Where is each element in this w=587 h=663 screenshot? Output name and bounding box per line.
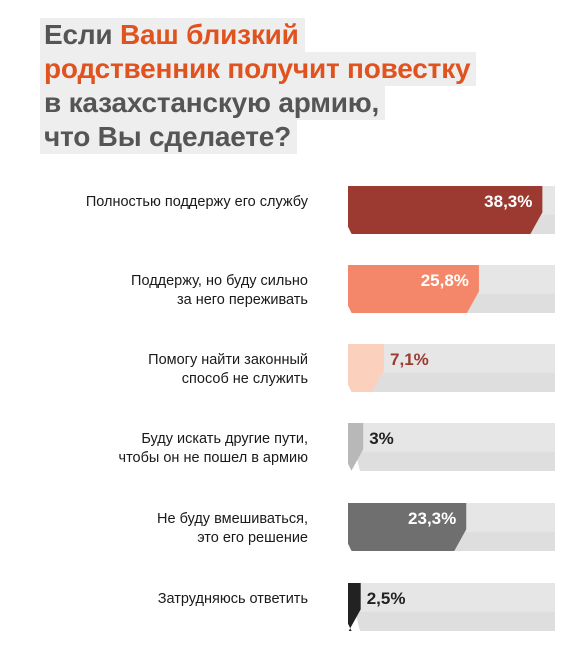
bar-row: 3% Буду искать другие пути, чтобы он не по… bbox=[119, 423, 555, 471]
bar-row: 25,8% Поддержу, но буду сильно за него пер… bbox=[131, 265, 555, 313]
title-line-1: Если Ваш близкий bbox=[40, 18, 305, 52]
bar-row: 23,3% Не буду вмешиваться, это его решение bbox=[157, 503, 555, 551]
bar-track bbox=[348, 423, 555, 471]
bar bbox=[348, 583, 361, 631]
category-label: чтобы он не пошел в армию bbox=[119, 450, 309, 466]
bar bbox=[348, 265, 479, 313]
category-label: Помогу найти законный bbox=[148, 352, 308, 368]
bar-track-shadow bbox=[355, 372, 555, 392]
bar-track-shadow bbox=[355, 611, 555, 631]
title-text-accent-2: родственник получит повестку bbox=[44, 53, 471, 84]
bar bbox=[348, 344, 385, 392]
category-label: Не буду вмешиваться, bbox=[157, 511, 308, 527]
title-text-accent: Ваш близкий bbox=[120, 19, 299, 50]
bar-value-label: 7,1% bbox=[390, 350, 429, 369]
category-label: это его решение bbox=[197, 530, 308, 546]
title-text-gray: Если bbox=[44, 19, 121, 50]
bar-row: 7,1% Помогу найти законный способ не служи… bbox=[148, 344, 555, 392]
bar-row: 38,3% Полностью поддержу его службу bbox=[86, 186, 555, 234]
bar bbox=[348, 503, 467, 551]
category-label: Затрудняюсь ответить bbox=[158, 591, 308, 607]
bar-value-label: 2,5% bbox=[367, 589, 406, 608]
bar-track bbox=[348, 583, 555, 631]
bar-value-label: 38,3% bbox=[484, 192, 532, 211]
category-label: способ не служить bbox=[182, 371, 308, 387]
bar-value-label: 23,3% bbox=[408, 509, 456, 528]
bar bbox=[348, 186, 543, 234]
bar-value-label: 3% bbox=[369, 429, 394, 448]
category-label: за него переживать bbox=[177, 292, 308, 308]
title-line-2: родственник получит повестку bbox=[40, 52, 477, 86]
chart-title: Если Ваш близкий родственник получит пов… bbox=[40, 18, 477, 154]
category-label: Поддержу, но буду сильно bbox=[131, 273, 308, 289]
bar-row: 2,5% Затрудняюсь ответить bbox=[158, 583, 555, 631]
category-label: Полностью поддержу его службу bbox=[86, 194, 309, 210]
title-line-3: в казахстанскую армию, bbox=[40, 86, 386, 120]
category-label: Буду искать другие пути, bbox=[141, 431, 308, 447]
bar-value-label: 25,8% bbox=[421, 271, 469, 290]
bar bbox=[348, 423, 364, 471]
bar-track bbox=[348, 344, 555, 392]
bar-track-shadow bbox=[355, 451, 555, 471]
title-line-4: что Вы сделаете? bbox=[40, 120, 298, 154]
